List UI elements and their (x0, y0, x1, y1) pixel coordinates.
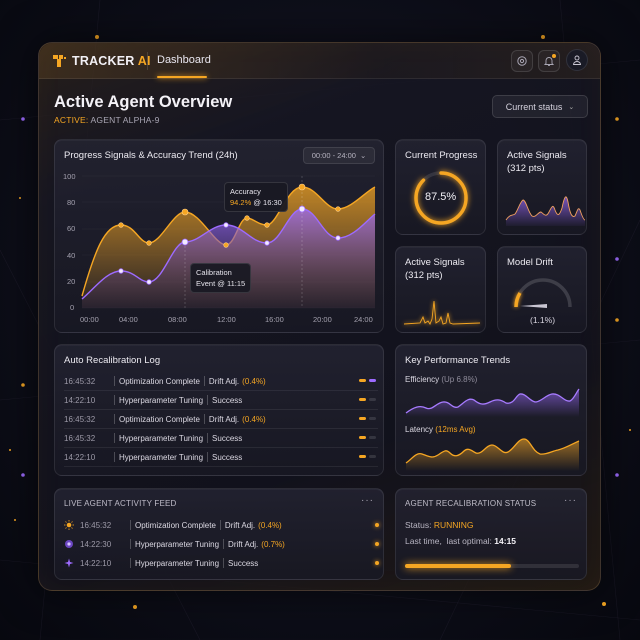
top-nav-bar: TRACKER AI Dashboard (39, 43, 600, 79)
latency-label: Latency (12ms Avg) (405, 425, 476, 434)
live-indicator-dot (375, 561, 379, 565)
x-tick: 20:00 (313, 315, 332, 324)
y-tick: 0 (70, 303, 75, 312)
chevron-down-icon: ⌄ (568, 103, 575, 111)
y-tick: 60 (67, 224, 76, 233)
recal-status-title: AGENT RECALIBRATION STATUS (405, 499, 537, 508)
brand-name: TRACKER AI (72, 54, 151, 68)
current-progress-value: 87.5% (425, 191, 457, 203)
efficiency-label: Efficiency (Up 6.8%) (405, 375, 478, 384)
log-status-pills (359, 436, 376, 439)
model-drift-title: Model Drift (507, 257, 553, 268)
more-options-button[interactable]: ··· (361, 495, 374, 506)
active-agent-label: ACTIVE: AGENT ALPHA-9 (54, 115, 160, 125)
chevron-down-icon: ⌄ (359, 151, 367, 160)
notification-badge (552, 54, 556, 58)
model-drift-card: Model Drift (1.1%) (497, 246, 587, 333)
current-progress-card: Current Progress 87.5% (395, 139, 486, 235)
time-range-dropdown[interactable]: 00:00 - 24:00 ⌄ (303, 147, 375, 164)
y-tick: 20 (67, 277, 76, 286)
sparkle-agent-icon (64, 558, 74, 568)
kpt-sparklines (405, 388, 580, 471)
trend-chart-plot (81, 175, 376, 309)
recalibration-log-title: Auto Recalibration Log (64, 355, 161, 366)
active-signals-title: Active Signals (312 pts) (507, 150, 567, 174)
progress-area (82, 209, 375, 308)
page-title: Active Agent Overview (54, 93, 233, 111)
recalibration-log-card: Auto Recalibration Log 16:45:32 Optimiza… (54, 344, 384, 476)
feed-row[interactable]: 14:22:10 Hyperparameter Tuning Success (64, 555, 379, 571)
model-drift-value: (1.1%) (530, 315, 556, 325)
progress-ring (414, 171, 468, 225)
brand-logo[interactable]: TRACKER AI (53, 54, 151, 68)
active-tab-indicator (157, 76, 207, 78)
model-drift-gauge (514, 278, 572, 308)
log-row[interactable]: 14:22:10 Hyperparameter Tuning Success (64, 391, 378, 410)
x-tick: 04:00 (119, 315, 138, 324)
live-feed-title: LIVE AGENT ACTIVITY FEED (64, 499, 177, 508)
x-tick: 12:00 (217, 315, 236, 324)
accuracy-tooltip: Accuracy 94.2% @ 16:30 (224, 182, 288, 212)
active-signals-title: Active Signals (312 pts) (405, 257, 465, 281)
live-indicator-dot (375, 542, 379, 546)
current-status-dropdown[interactable]: Current status ⌄ (492, 95, 588, 118)
time-range-label: 00:00 - 24:00 (311, 151, 356, 160)
kpt-title: Key Performance Trends (405, 355, 511, 366)
current-progress-title: Current Progress (405, 150, 478, 161)
recal-last-optimal-line: Last time, last optimal: 14:15 (405, 536, 517, 546)
live-indicator-dot (375, 523, 379, 527)
active-signals-spike-chart (403, 300, 481, 325)
settings-button[interactable] (511, 50, 533, 72)
sun-icon (64, 520, 74, 530)
y-tick: 40 (67, 251, 76, 260)
active-signals-sparkline (505, 196, 586, 226)
feed-row[interactable]: 16:45:32 Optimization Complete Drift Adj… (64, 517, 379, 533)
y-tick: 80 (67, 198, 76, 207)
x-tick: 24:00 (354, 315, 373, 324)
y-tick: 100 (63, 172, 76, 181)
tab-dashboard[interactable]: Dashboard (157, 54, 211, 66)
recal-status-line: Status: RUNNING (405, 520, 474, 530)
active-signals-card-top: Active Signals (312 pts) (497, 139, 587, 235)
recal-progress-fill (405, 564, 512, 568)
log-status-pills (359, 455, 376, 458)
log-status-pills (359, 379, 376, 382)
notifications-button[interactable] (538, 50, 560, 72)
tracker-logo-icon (53, 55, 66, 67)
log-status-pills (359, 398, 376, 401)
more-options-button[interactable]: ··· (564, 495, 577, 506)
status-dropdown-label: Current status (505, 101, 563, 112)
active-signals-card-bottom: Active Signals (312 pts) (395, 246, 486, 333)
user-avatar-button[interactable] (566, 49, 588, 71)
gear-agent-icon (65, 540, 73, 548)
recalibration-status-card: AGENT RECALIBRATION STATUS ··· Status: R… (395, 488, 587, 580)
key-performance-trends-card: Key Performance Trends Efficiency (Up 6.… (395, 344, 587, 476)
feed-row[interactable]: 14:22:30 Hyperparameter Tuning Drift Adj… (64, 536, 379, 552)
bell-icon (543, 57, 555, 66)
log-row[interactable]: 16:45:32 Optimization Complete Drift Adj… (64, 372, 378, 391)
trend-chart-title: Progress Signals & Accuracy Trend (24h) (64, 150, 238, 161)
x-tick: 08:00 (168, 315, 187, 324)
settings-icon (517, 56, 527, 66)
live-activity-feed-card: LIVE AGENT ACTIVITY FEED ··· 16:45:32 Op… (54, 488, 384, 580)
log-row[interactable]: 16:45:32 Hyperparameter Tuning Success (64, 429, 378, 448)
recal-progress-bar (405, 564, 579, 568)
app-window: TRACKER AI Dashboard Active Agent Overvi… (38, 42, 601, 591)
user-icon (573, 55, 581, 65)
trend-chart-card: Progress Signals & Accuracy Trend (24h) … (54, 139, 384, 333)
log-status-pills (359, 417, 376, 420)
x-tick: 16:00 (265, 315, 284, 324)
header-divider (147, 52, 148, 70)
calibration-tooltip: Calibration Event @ 11:15 (190, 263, 252, 293)
x-tick: 00:00 (80, 315, 99, 324)
log-row[interactable]: 14:22:10 Hyperparameter Tuning Success (64, 448, 378, 467)
log-row[interactable]: 16:45:32 Optimization Complete Drift Adj… (64, 410, 378, 429)
